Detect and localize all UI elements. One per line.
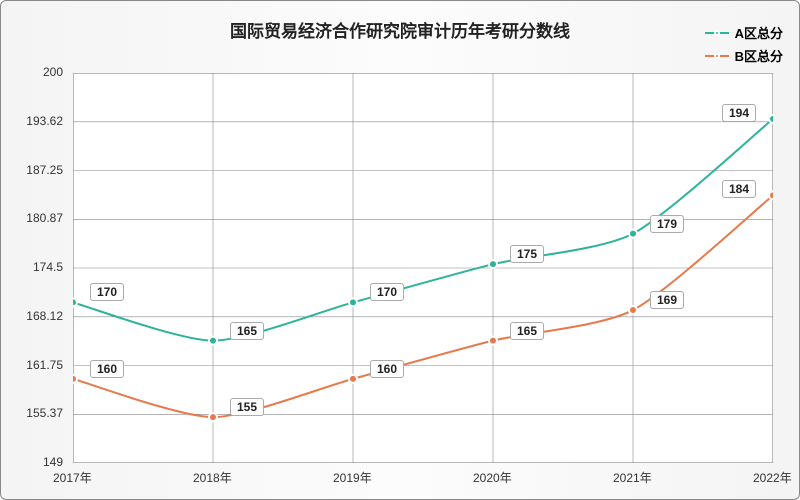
x-tick-label: 2019年: [333, 469, 372, 486]
x-tick-label: 2021年: [613, 469, 652, 486]
x-tick-label: 2017年: [53, 469, 92, 486]
y-tick-label: 155.37: [26, 406, 63, 420]
data-label: 170: [370, 283, 404, 301]
y-tick-label: 200: [43, 65, 63, 79]
data-label: 165: [510, 322, 544, 340]
y-tick-label: 180.87: [26, 211, 63, 225]
legend-item: B区总分: [705, 46, 783, 65]
y-tick-label: 161.75: [26, 358, 63, 372]
chart-svg: [73, 73, 773, 463]
data-label: 184: [722, 180, 756, 198]
legend-label: A区总分: [735, 23, 783, 42]
x-tick-label: 2020年: [473, 469, 512, 486]
plot-area: [73, 73, 773, 463]
data-label: 160: [90, 360, 124, 378]
data-label: 175: [510, 245, 544, 263]
data-label: 179: [650, 215, 684, 233]
x-tick-label: 2022年: [753, 469, 792, 486]
y-tick-label: 174.5: [33, 260, 63, 274]
data-label: 160: [370, 360, 404, 378]
data-label: 169: [650, 291, 684, 309]
y-tick-label: 187.25: [26, 163, 63, 177]
legend-label: B区总分: [735, 46, 783, 65]
data-label: 165: [230, 322, 264, 340]
y-tick-label: 168.12: [26, 309, 63, 323]
legend-item: A区总分: [705, 23, 783, 42]
data-label: 155: [230, 398, 264, 416]
data-label: 194: [722, 104, 756, 122]
x-tick-label: 2018年: [193, 469, 232, 486]
y-tick-label: 149: [43, 455, 63, 469]
y-tick-label: 193.62: [26, 114, 63, 128]
chart-container: 国际贸易经济合作研究院审计历年考研分数线 A区总分 B区总分 149 155.37 1…: [0, 0, 800, 500]
chart-title: 国际贸易经济合作研究院审计历年考研分数线: [1, 17, 799, 42]
legend: A区总分 B区总分: [705, 23, 783, 69]
data-label: 170: [90, 283, 124, 301]
